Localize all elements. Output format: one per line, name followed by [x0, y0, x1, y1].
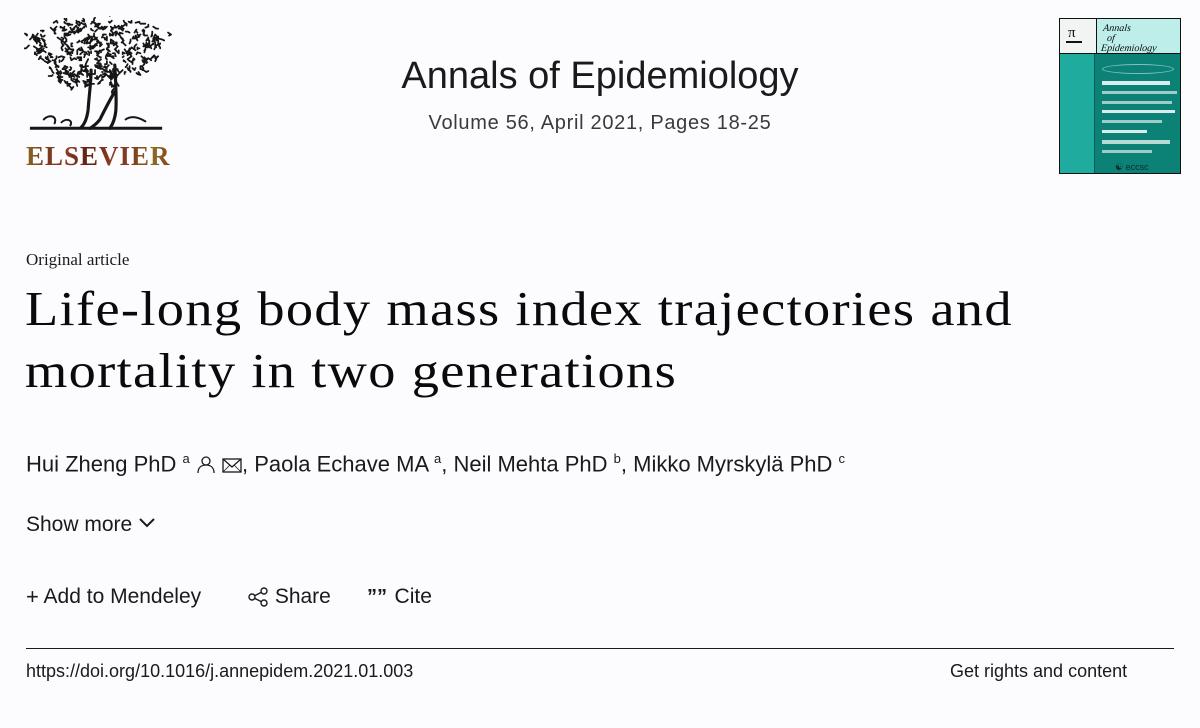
svg-text:””: ”” [367, 588, 387, 606]
